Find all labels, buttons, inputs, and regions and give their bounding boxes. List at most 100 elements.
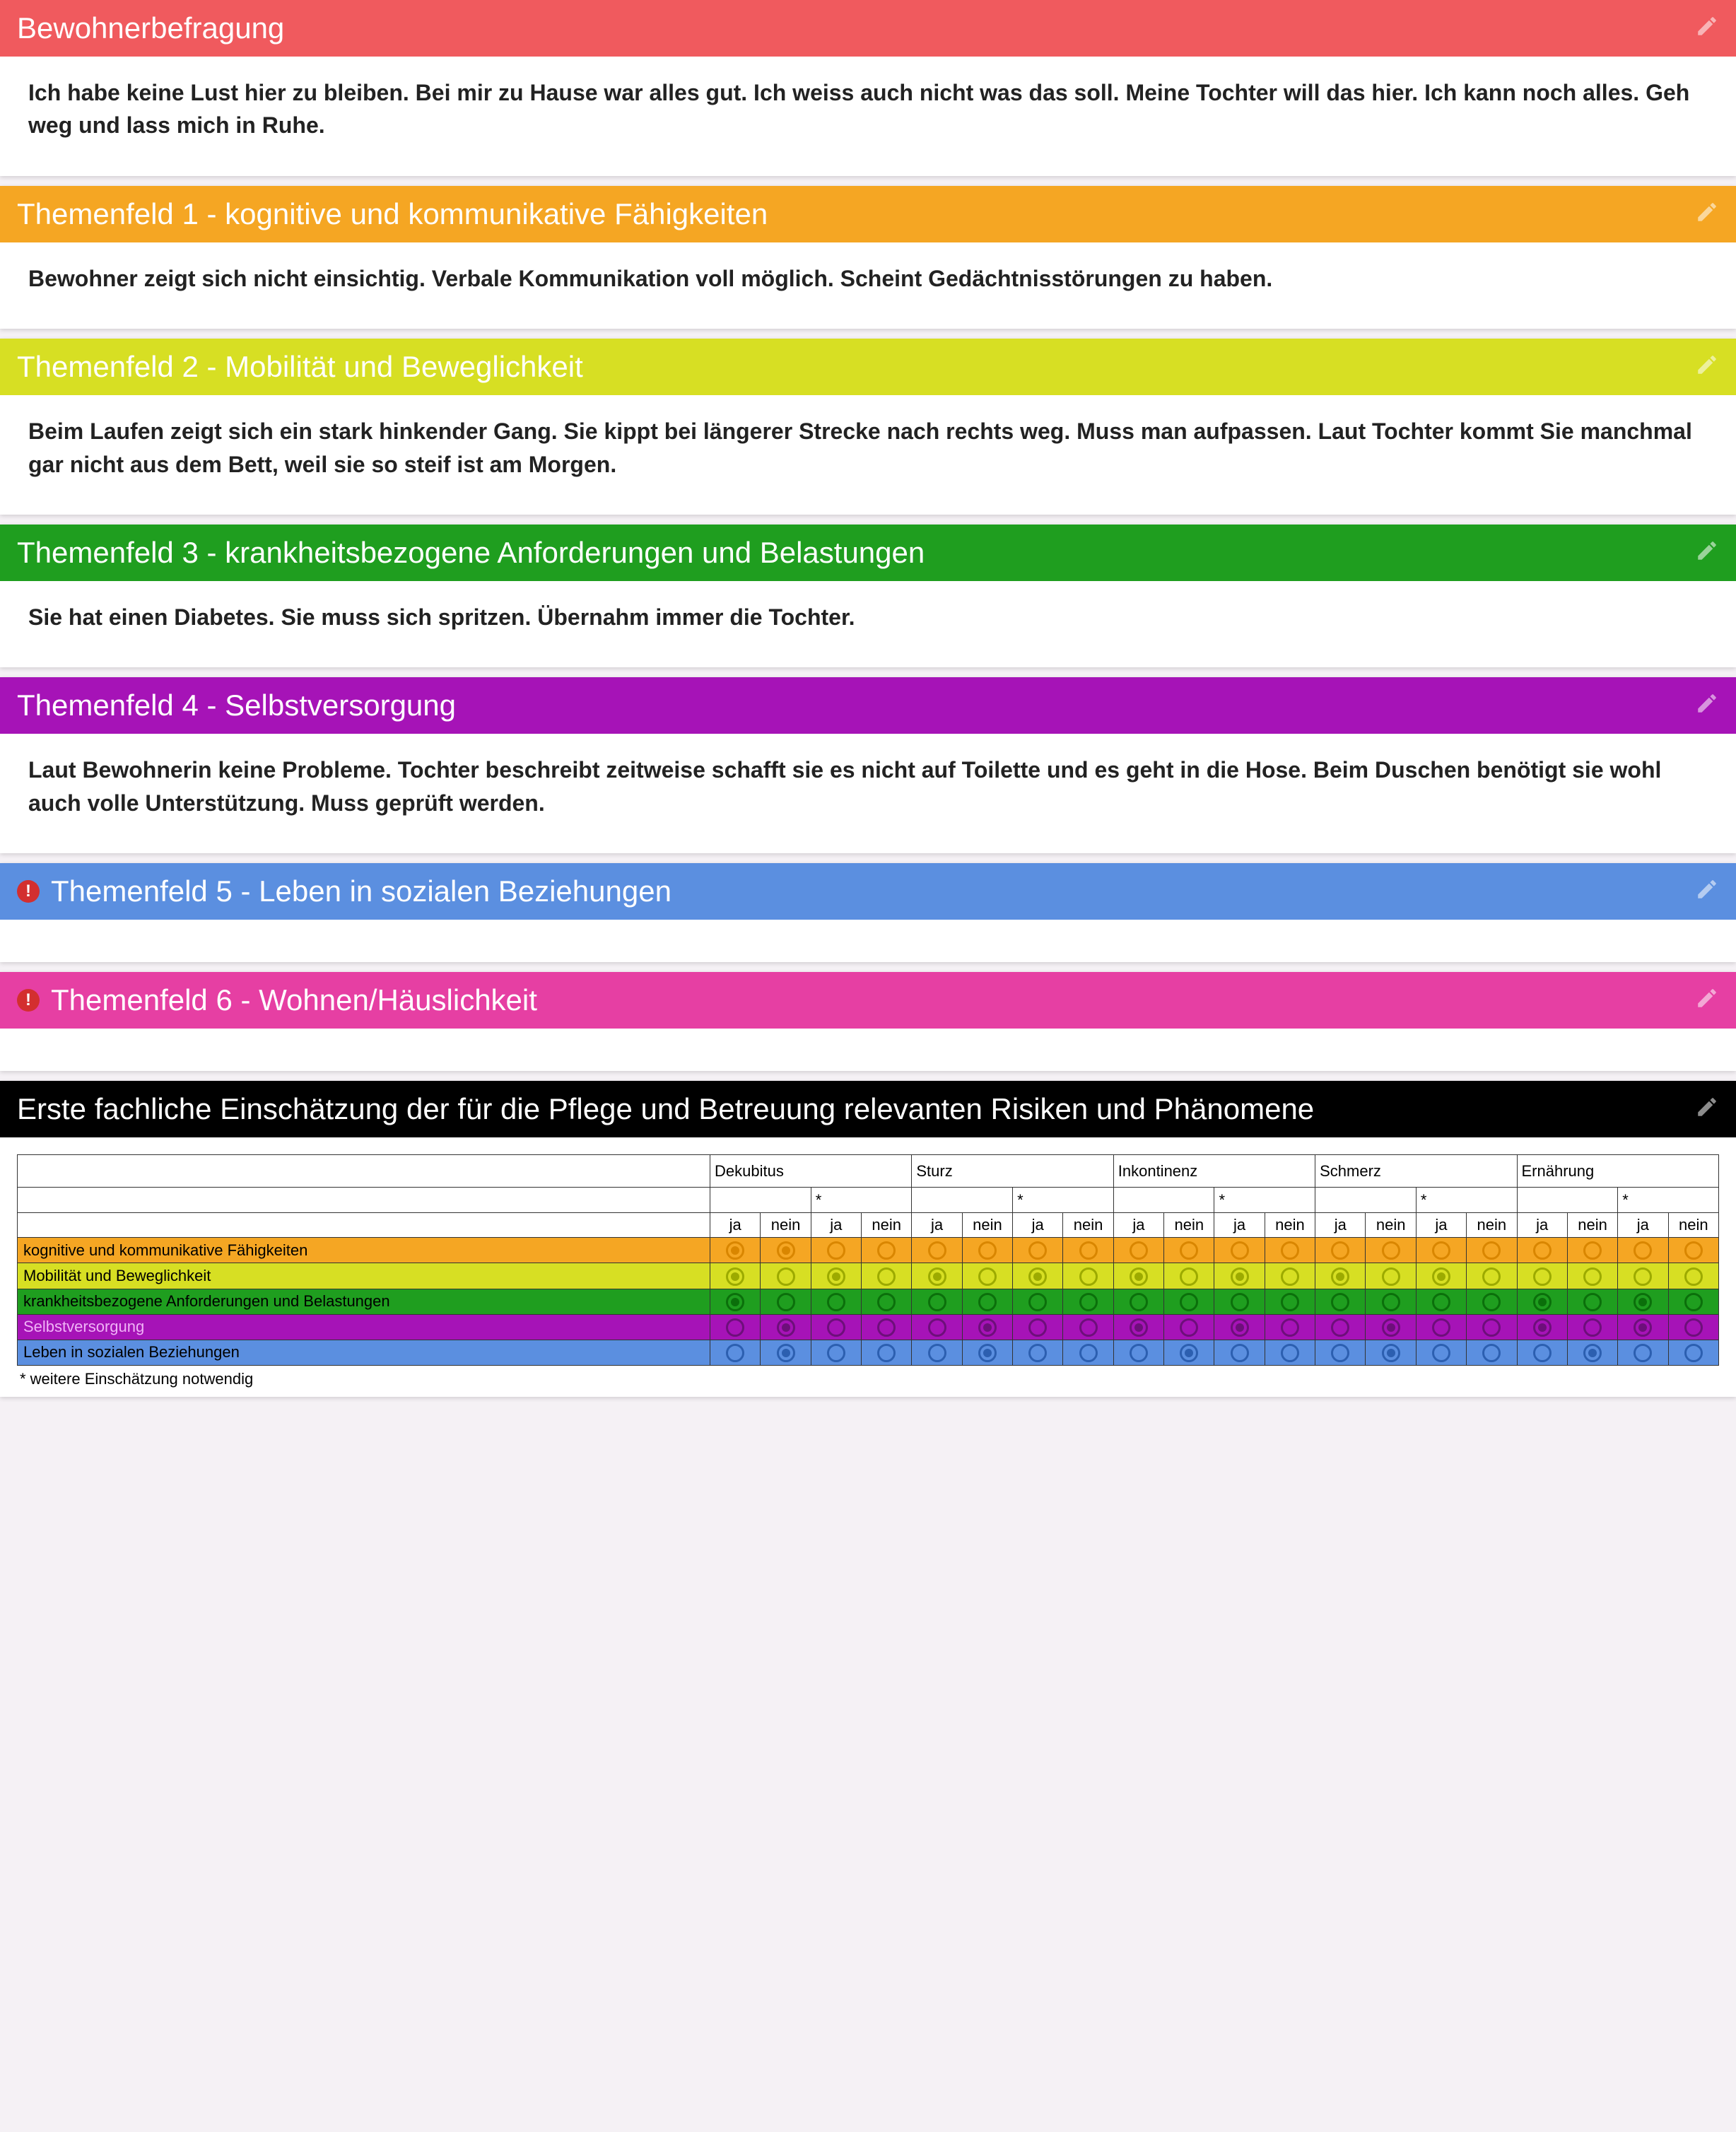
radio-icon[interactable] [1634, 1267, 1652, 1286]
radio-icon[interactable] [1231, 1241, 1249, 1260]
radio-icon[interactable] [1231, 1293, 1249, 1311]
matrix-cell[interactable] [1618, 1314, 1668, 1340]
radio-icon[interactable] [1583, 1344, 1602, 1362]
matrix-cell[interactable] [1315, 1263, 1366, 1289]
matrix-cell[interactable] [1618, 1289, 1668, 1314]
matrix-cell[interactable] [1063, 1263, 1113, 1289]
panel-header-tf5[interactable]: !Themenfeld 5 - Leben in sozialen Bezieh… [0, 863, 1736, 920]
matrix-cell[interactable] [1668, 1340, 1718, 1365]
matrix-cell[interactable] [1366, 1238, 1416, 1263]
matrix-cell[interactable] [1214, 1238, 1265, 1263]
radio-icon[interactable] [1079, 1241, 1098, 1260]
matrix-cell[interactable] [1013, 1314, 1063, 1340]
matrix-cell[interactable] [1517, 1340, 1567, 1365]
matrix-cell[interactable] [1113, 1340, 1163, 1365]
matrix-cell[interactable] [1567, 1289, 1617, 1314]
radio-icon[interactable] [726, 1241, 744, 1260]
radio-icon[interactable] [1382, 1344, 1400, 1362]
radio-icon[interactable] [1079, 1318, 1098, 1337]
radio-icon[interactable] [1180, 1267, 1198, 1286]
radio-icon[interactable] [1482, 1267, 1501, 1286]
matrix-cell[interactable] [1214, 1340, 1265, 1365]
pencil-icon[interactable] [1695, 197, 1719, 231]
matrix-cell[interactable] [1214, 1314, 1265, 1340]
radio-icon[interactable] [978, 1267, 997, 1286]
radio-icon[interactable] [1028, 1293, 1047, 1311]
matrix-cell[interactable] [962, 1289, 1012, 1314]
matrix-cell[interactable] [1315, 1289, 1366, 1314]
matrix-cell[interactable] [1668, 1263, 1718, 1289]
radio-icon[interactable] [777, 1318, 795, 1337]
radio-icon[interactable] [1231, 1344, 1249, 1362]
radio-icon[interactable] [1482, 1293, 1501, 1311]
matrix-cell[interactable] [1164, 1314, 1214, 1340]
matrix-cell[interactable] [1214, 1263, 1265, 1289]
pencil-icon[interactable] [1695, 689, 1719, 722]
radio-icon[interactable] [877, 1344, 896, 1362]
radio-icon[interactable] [1331, 1267, 1349, 1286]
radio-icon[interactable] [1281, 1344, 1299, 1362]
matrix-cell[interactable] [1013, 1289, 1063, 1314]
matrix-cell[interactable] [1467, 1340, 1517, 1365]
radio-icon[interactable] [1583, 1293, 1602, 1311]
matrix-cell[interactable] [1467, 1314, 1517, 1340]
matrix-cell[interactable] [862, 1289, 912, 1314]
matrix-cell[interactable] [710, 1289, 761, 1314]
radio-icon[interactable] [1281, 1318, 1299, 1337]
radio-icon[interactable] [1130, 1344, 1148, 1362]
radio-icon[interactable] [877, 1241, 896, 1260]
matrix-cell[interactable] [1265, 1314, 1315, 1340]
radio-icon[interactable] [1533, 1241, 1552, 1260]
radio-icon[interactable] [1331, 1344, 1349, 1362]
radio-icon[interactable] [1331, 1241, 1349, 1260]
pencil-icon[interactable] [1695, 350, 1719, 384]
matrix-cell[interactable] [1416, 1238, 1466, 1263]
radio-icon[interactable] [1432, 1267, 1450, 1286]
matrix-cell[interactable] [962, 1263, 1012, 1289]
radio-icon[interactable] [928, 1344, 946, 1362]
pencil-icon[interactable] [1695, 536, 1719, 570]
radio-icon[interactable] [1079, 1293, 1098, 1311]
matrix-cell[interactable] [1517, 1238, 1567, 1263]
radio-icon[interactable] [1281, 1267, 1299, 1286]
radio-icon[interactable] [877, 1293, 896, 1311]
radio-icon[interactable] [827, 1267, 845, 1286]
radio-icon[interactable] [978, 1241, 997, 1260]
radio-icon[interactable] [777, 1267, 795, 1286]
radio-icon[interactable] [1634, 1293, 1652, 1311]
radio-icon[interactable] [928, 1293, 946, 1311]
radio-icon[interactable] [777, 1293, 795, 1311]
radio-icon[interactable] [726, 1344, 744, 1362]
radio-icon[interactable] [1634, 1344, 1652, 1362]
matrix-cell[interactable] [1113, 1314, 1163, 1340]
radio-icon[interactable] [978, 1344, 997, 1362]
matrix-cell[interactable] [1467, 1263, 1517, 1289]
matrix-cell[interactable] [710, 1238, 761, 1263]
radio-icon[interactable] [1281, 1293, 1299, 1311]
matrix-cell[interactable] [1366, 1289, 1416, 1314]
panel-header-tf6[interactable]: !Themenfeld 6 - Wohnen/Häuslichkeit [0, 972, 1736, 1029]
radio-icon[interactable] [1180, 1344, 1198, 1362]
radio-icon[interactable] [928, 1241, 946, 1260]
panel-header-tf4[interactable]: Themenfeld 4 - Selbstversorgung [0, 677, 1736, 734]
matrix-cell[interactable] [1467, 1238, 1517, 1263]
matrix-cell[interactable] [1416, 1340, 1466, 1365]
radio-icon[interactable] [827, 1344, 845, 1362]
matrix-cell[interactable] [1013, 1238, 1063, 1263]
radio-icon[interactable] [978, 1293, 997, 1311]
matrix-cell[interactable] [811, 1340, 861, 1365]
radio-icon[interactable] [1583, 1241, 1602, 1260]
radio-icon[interactable] [1382, 1267, 1400, 1286]
radio-icon[interactable] [1180, 1241, 1198, 1260]
radio-icon[interactable] [1634, 1241, 1652, 1260]
radio-icon[interactable] [1382, 1318, 1400, 1337]
radio-icon[interactable] [1684, 1241, 1703, 1260]
matrix-cell[interactable] [1063, 1314, 1113, 1340]
radio-icon[interactable] [726, 1293, 744, 1311]
radio-icon[interactable] [1482, 1241, 1501, 1260]
matrix-cell[interactable] [1214, 1289, 1265, 1314]
radio-icon[interactable] [928, 1267, 946, 1286]
radio-icon[interactable] [1079, 1344, 1098, 1362]
radio-icon[interactable] [827, 1241, 845, 1260]
pencil-icon[interactable] [1695, 983, 1719, 1017]
